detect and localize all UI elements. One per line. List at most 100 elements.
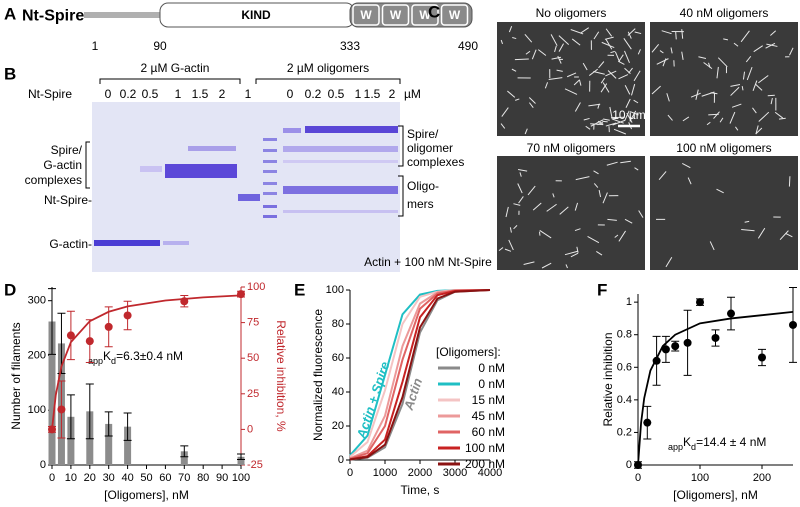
filament	[785, 232, 793, 238]
legend-label: 60 nM	[472, 425, 505, 439]
y2-tick-label: 25	[247, 388, 259, 400]
filament	[590, 119, 604, 127]
filament	[585, 125, 591, 130]
filament	[618, 74, 629, 80]
bracket	[398, 125, 404, 167]
filament	[518, 196, 524, 204]
filament	[597, 121, 604, 126]
filament	[566, 72, 577, 78]
x-tick-label: 4000	[478, 467, 502, 479]
y-axis-label: Normalized fluorescence	[311, 309, 325, 441]
error-bar	[85, 383, 94, 440]
point	[711, 333, 720, 342]
line	[349, 289, 491, 461]
band-label: G-actin	[43, 158, 82, 172]
y-tick-label: 0.2	[617, 426, 632, 438]
lane-label: 2	[389, 87, 396, 101]
image-title: 70 nM oligomers	[527, 141, 616, 155]
repeat-label: W	[449, 8, 461, 22]
y2-tick-label: 75	[247, 317, 259, 329]
legend-label: 45 nM	[472, 409, 505, 423]
filament	[765, 42, 776, 49]
residue-number: 333	[340, 39, 360, 53]
filament	[524, 128, 528, 135]
residue-number: 490	[458, 39, 478, 53]
filament	[601, 41, 615, 49]
filament	[571, 38, 581, 46]
y2-tick-label: 100	[247, 281, 265, 293]
filament	[788, 176, 791, 187]
y-tick-label: 0	[40, 459, 46, 471]
bracket	[255, 78, 401, 84]
filament	[500, 39, 503, 45]
filament	[504, 248, 512, 252]
y2-axis-label: Relative inhibition, %	[274, 320, 288, 432]
filament	[662, 58, 667, 67]
lane-label: 0.5	[142, 87, 159, 101]
annotation-part: =6.3±0.4 nM	[116, 349, 183, 363]
bracket	[85, 141, 90, 189]
filament	[740, 30, 750, 43]
lane-label: 1	[355, 87, 362, 101]
panel-label: C	[428, 3, 440, 22]
point	[66, 331, 75, 340]
filament	[539, 229, 552, 239]
legend-label: 15 nM	[472, 393, 505, 407]
band-label: mers	[407, 197, 434, 211]
line	[637, 311, 794, 466]
filament	[729, 111, 736, 124]
filament	[758, 75, 769, 84]
point	[104, 322, 113, 331]
unit-label: µM	[404, 87, 421, 101]
filament	[651, 43, 660, 53]
filament	[754, 83, 763, 91]
band-label: Spire/	[51, 143, 83, 157]
band-label: complexes	[407, 155, 464, 169]
filament	[752, 107, 757, 114]
filament	[745, 55, 752, 63]
bracket	[398, 175, 404, 217]
filament	[602, 82, 610, 93]
filament	[512, 36, 517, 40]
panel-label: E	[294, 281, 305, 300]
filament	[565, 264, 568, 269]
point	[634, 461, 642, 469]
filament	[600, 77, 606, 84]
x-tick-label: 50	[140, 472, 152, 484]
filament	[587, 236, 600, 244]
wh2-repeat	[352, 4, 380, 26]
filament	[658, 171, 667, 181]
point	[696, 298, 704, 307]
filament	[624, 50, 630, 64]
legend-label: 0 nM	[478, 361, 505, 375]
filament	[573, 79, 580, 86]
filament	[744, 220, 750, 223]
y2-tick-label: 50	[247, 352, 259, 364]
bar	[48, 321, 56, 465]
filament	[590, 123, 604, 126]
filament	[666, 93, 670, 102]
filament	[523, 261, 535, 265]
x-tick-label: 40	[121, 472, 133, 484]
bar	[237, 456, 245, 465]
error-bar	[237, 453, 245, 461]
x-tick-label: 0	[635, 472, 641, 484]
filament	[656, 58, 669, 65]
wh2-repeat	[381, 4, 410, 26]
filament	[774, 111, 784, 119]
point	[758, 353, 766, 362]
filament	[507, 90, 516, 98]
line	[349, 289, 491, 461]
lane-label: 0	[287, 87, 294, 101]
annotation-part: K	[103, 349, 111, 363]
micrographs	[497, 22, 798, 270]
line	[349, 289, 490, 458]
filament	[574, 102, 581, 112]
filament	[627, 31, 632, 39]
filament	[513, 225, 518, 230]
filament	[607, 70, 617, 79]
legend-title: [Oligomers]:	[436, 345, 501, 359]
filament	[733, 42, 739, 47]
y-axis-label: Number of filaments	[9, 322, 23, 429]
filament	[741, 86, 744, 91]
